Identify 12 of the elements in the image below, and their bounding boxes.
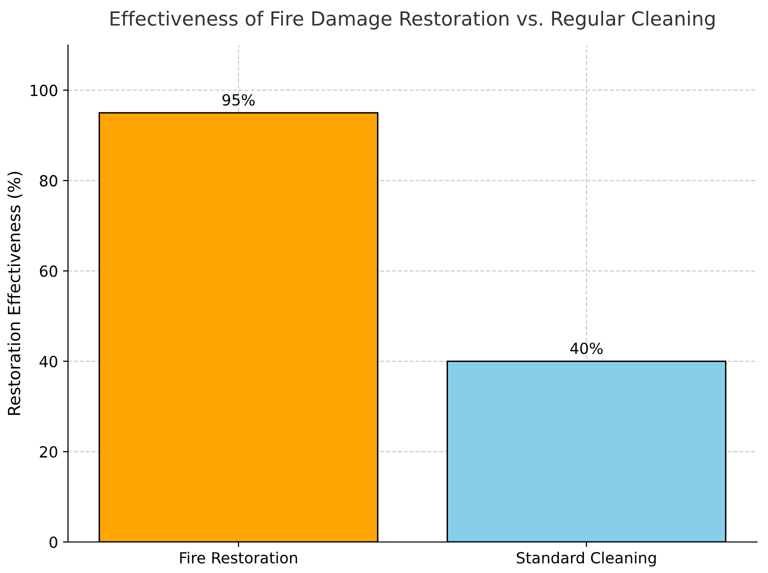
y-tick-label: 20 [40, 446, 58, 458]
y-tick-label: 0 [50, 536, 58, 548]
y-tick-label: 100 [30, 84, 58, 96]
y-tick-label: 60 [40, 265, 58, 277]
x-tick-label: Standard Cleaning [516, 552, 656, 567]
chart-title: Effectiveness of Fire Damage Restoration vs. Regular Cleaning [110, 10, 714, 30]
x-tick-label: Fire Restoration [180, 552, 298, 564]
data-label: 95% [222, 94, 255, 106]
data-label: 40% [570, 342, 603, 354]
y-axis-title: Restoration Effectiveness (%) [7, 172, 22, 415]
y-tick-label: 80 [40, 175, 58, 187]
y-tick-label: 40 [40, 356, 58, 368]
